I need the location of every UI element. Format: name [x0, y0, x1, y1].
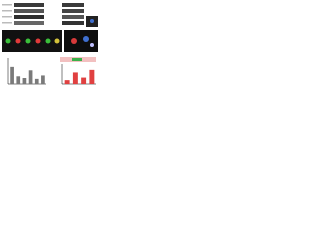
- cell: [15, 38, 21, 44]
- nucleus: [90, 19, 94, 23]
- cell: [90, 43, 94, 47]
- blot-band: [62, 9, 84, 13]
- blot-band: [14, 3, 44, 7]
- cell: [71, 38, 77, 44]
- blot-band: [62, 3, 84, 7]
- bar: [72, 72, 78, 84]
- label-placeholder: [2, 10, 12, 12]
- blot-panel: [2, 3, 44, 25]
- fluorescence-row: [2, 30, 98, 52]
- blot-band: [14, 21, 44, 25]
- blot-band: [62, 15, 84, 19]
- cell: [35, 38, 41, 44]
- blot-band: [14, 9, 44, 13]
- cell: [54, 38, 60, 44]
- cell: [25, 38, 31, 44]
- image: [64, 30, 98, 52]
- bar: [41, 75, 45, 84]
- bar: [10, 66, 14, 84]
- schematic-box: [72, 58, 82, 61]
- image-strip: [2, 30, 62, 52]
- blot-panel: [62, 3, 98, 27]
- cell: [83, 36, 89, 42]
- bar: [16, 76, 21, 84]
- bar: [22, 78, 27, 84]
- bar: [81, 77, 87, 84]
- bar: [64, 80, 70, 84]
- bar: [34, 78, 39, 84]
- label-placeholder: [2, 16, 12, 18]
- blot-band: [14, 15, 44, 19]
- figure: [2, 3, 98, 85]
- bar: [89, 69, 95, 84]
- label-placeholder: [2, 22, 12, 24]
- cell: [45, 38, 51, 44]
- label-placeholder: [2, 4, 12, 6]
- bar: [28, 70, 33, 84]
- cell: [5, 38, 11, 44]
- blot-band: [62, 21, 84, 25]
